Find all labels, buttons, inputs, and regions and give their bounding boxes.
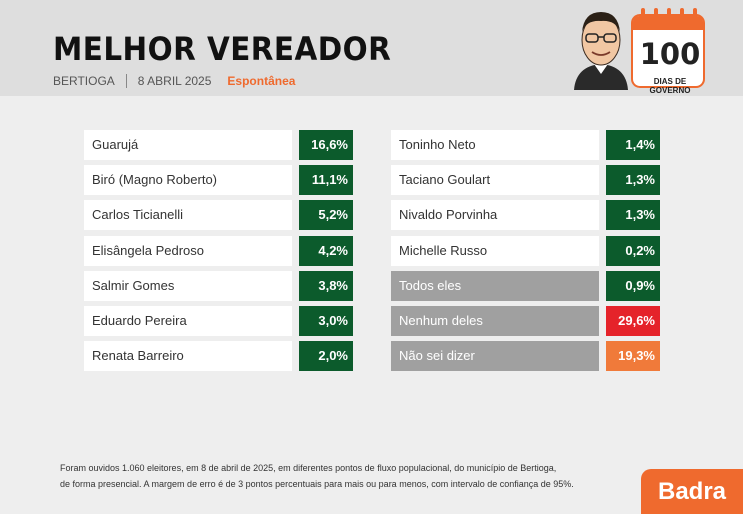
result-value: 1,3% [606,165,660,195]
result-row: Renata Barreiro 2,0% [84,341,353,371]
calendar-badge: 100 DIAS DE GOVERNO [631,8,709,95]
result-label: Toninho Neto [391,130,599,160]
result-label: Não sei dizer [391,341,599,371]
result-value: 0,2% [606,236,660,266]
calendar-ring-icon [667,8,671,20]
result-value: 1,4% [606,130,660,160]
calendar-icon: 100 DIAS DE GOVERNO [631,14,705,95]
header-band: MELHOR VEREADOR BERTIOGA 8 ABRIL 2025 Es… [0,0,743,96]
result-label: Carlos Ticianelli [84,200,292,230]
result-row: Não sei dizer 19,3% [391,341,660,371]
result-label: Salmir Gomes [84,271,292,301]
page-title: MELHOR VEREADOR [53,30,392,68]
result-label: Nenhum deles [391,306,599,336]
result-label: Eduardo Pereira [84,306,292,336]
methodology-line: Foram ouvidos 1.060 eleitores, em 8 de a… [60,463,557,473]
result-value: 4,2% [299,236,353,266]
calendar-ring-icon [693,8,697,20]
result-label: Guarujá [84,130,292,160]
subtitle-line: BERTIOGA 8 ABRIL 2025 Espontânea [53,74,295,88]
result-value: 3,0% [299,306,353,336]
result-row: Todos eles 0,9% [391,271,660,301]
result-label: Elisângela Pedroso [84,236,292,266]
result-value: 1,3% [606,200,660,230]
result-label: Renata Barreiro [84,341,292,371]
result-label: Nivaldo Porvinha [391,200,599,230]
result-row: Michelle Russo 0,2% [391,236,660,266]
result-label: Michelle Russo [391,236,599,266]
survey-type-label: Espontânea [227,74,296,88]
brand-logo: Badra [641,469,743,514]
result-row: Carlos Ticianelli 5,2% [84,200,353,230]
calendar-header [633,16,703,30]
divider [125,74,127,88]
result-label: Biró (Magno Roberto) [84,165,292,195]
mayor-caricature-icon [574,12,628,90]
result-value: 29,6% [606,306,660,336]
result-value: 16,6% [299,130,353,160]
result-row: Guarujá 16,6% [84,130,353,160]
result-row: Nivaldo Porvinha 1,3% [391,200,660,230]
result-label: Taciano Goulart [391,165,599,195]
result-value: 5,2% [299,200,353,230]
calendar-ring-icon [680,8,684,20]
result-value: 11,1% [299,165,353,195]
result-value: 2,0% [299,341,353,371]
result-row: Toninho Neto 1,4% [391,130,660,160]
result-row: Biró (Magno Roberto) 11,1% [84,165,353,195]
badge-label: DIAS DE GOVERNO [649,77,691,95]
calendar-ring-icon [641,8,645,20]
city-label: BERTIOGA [53,74,115,88]
result-row: Elisângela Pedroso 4,2% [84,236,353,266]
result-row: Taciano Goulart 1,3% [391,165,660,195]
methodology-note: Foram ouvidos 1.060 eleitores, em 8 de a… [60,460,574,492]
date-label: 8 ABRIL 2025 [137,74,212,88]
calendar-ring-icon [654,8,658,20]
result-row: Eduardo Pereira 3,0% [84,306,353,336]
result-label: Todos eles [391,271,599,301]
result-value: 3,8% [299,271,353,301]
methodology-line: de forma presencial. A margem de erro é … [60,479,574,489]
result-row: Nenhum deles 29,6% [391,306,660,336]
result-value: 19,3% [606,341,660,371]
result-row: Salmir Gomes 3,8% [84,271,353,301]
result-value: 0,9% [606,271,660,301]
badge-number: 100 [639,37,701,71]
